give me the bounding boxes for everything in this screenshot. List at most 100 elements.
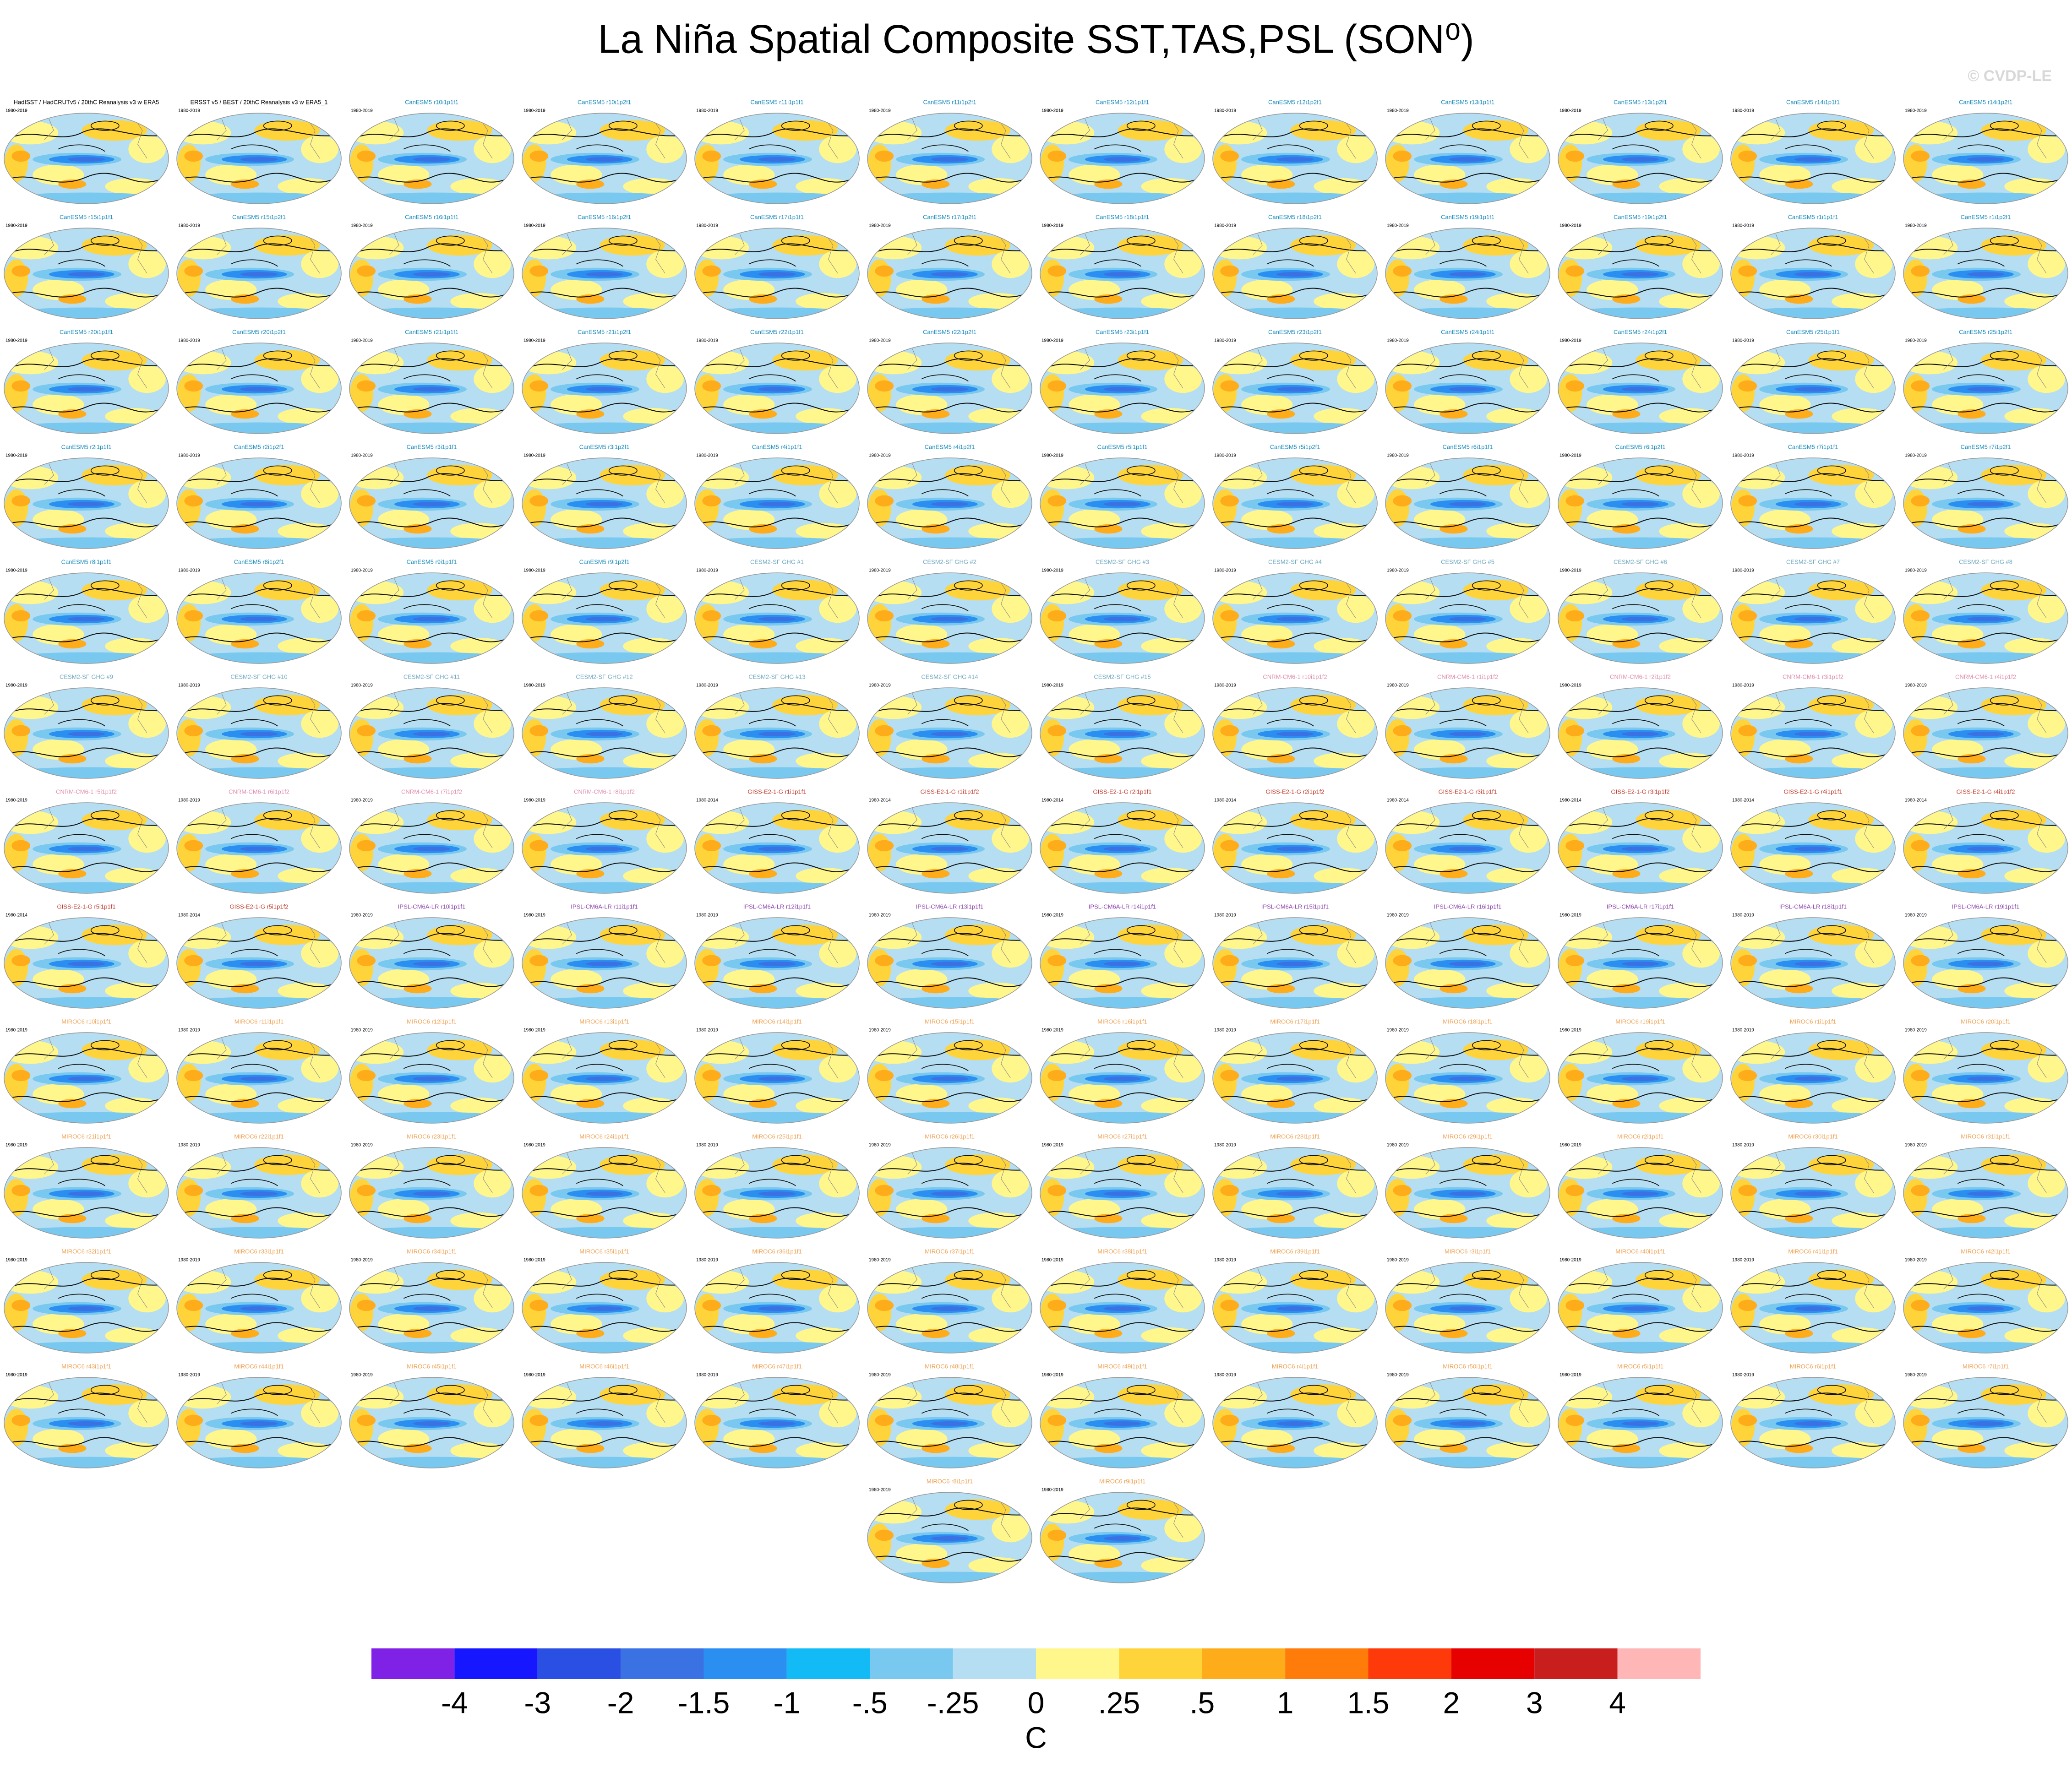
copyright: © CVDP-LE <box>1968 67 2052 85</box>
panel-title: CanESM5 r22i1p2f1 <box>923 328 976 335</box>
panel-title: CanESM5 r9i1p1f1 <box>407 558 457 565</box>
panel-title: IPSL-CM6A-LR r11i1p1f1 <box>571 903 638 910</box>
panel-title: IPSL-CM6A-LR r15i1p1f1 <box>1261 903 1329 910</box>
map <box>1211 1261 1379 1354</box>
map-panel: CanESM5 r23i1p2f1 1980-2019 <box>1211 328 1379 435</box>
map <box>1038 1031 1206 1125</box>
panel-title: IPSL-CM6A-LR r18i1p1f1 <box>1779 903 1847 910</box>
panel-title: CanESM5 r14i1p2f1 <box>1959 98 2012 105</box>
map-panel: MIROC6 r40i1p1f1 1980-2019 <box>1556 1248 1724 1354</box>
panel-years: 1980-2019 <box>1214 1373 1236 1378</box>
panel-years: 1980-2019 <box>5 683 27 688</box>
panel-title: IPSL-CM6A-LR r12i1p1f1 <box>743 903 811 910</box>
map-panel: MIROC6 r47i1p1f1 1980-2019 <box>693 1363 861 1469</box>
map-panel: CanESM5 r18i1p2f1 1980-2019 <box>1211 213 1379 320</box>
panel-years: 1980-2019 <box>1214 913 1236 918</box>
panel-years: 1980-2019 <box>178 568 200 573</box>
map-panel: GISS-E2-1-G r3i1p1f1 1980-2014 <box>1384 788 1552 895</box>
map-panel: MIROC6 r18i1p1f1 1980-2019 <box>1384 1018 1552 1125</box>
map-panel: MIROC6 r16i1p1f1 1980-2019 <box>1038 1018 1206 1125</box>
panel-years: 1980-2019 <box>869 109 891 114</box>
map <box>1556 342 1724 435</box>
panel-title: MIROC6 r21i1p1f1 <box>61 1133 111 1140</box>
map-panel: MIROC6 r22i1p1f1 1980-2019 <box>175 1133 343 1240</box>
map-panel: MIROC6 r5i1p1f1 1980-2019 <box>1556 1363 1724 1469</box>
panel-title: MIROC6 r33i1p1f1 <box>234 1248 284 1255</box>
panel-title: CESM2-SF GHG #1 <box>750 558 804 565</box>
map-panel: CNRM-CM6-1 r10i1p1f2 1980-2019 <box>1211 673 1379 780</box>
map <box>520 1261 688 1354</box>
map <box>1902 1376 2070 1469</box>
panel-title: MIROC6 r7i1p1f1 <box>1963 1363 2009 1370</box>
panel-title: MIROC6 r34i1p1f1 <box>407 1248 456 1255</box>
panel-years: 1980-2019 <box>178 338 200 343</box>
panel-title: MIROC6 r45i1p1f1 <box>407 1363 456 1370</box>
map <box>348 342 516 435</box>
map-panel: IPSL-CM6A-LR r14i1p1f1 1980-2019 <box>1038 903 1206 1010</box>
panel-title: MIROC6 r15i1p1f1 <box>925 1018 974 1025</box>
map <box>693 571 861 665</box>
panel-years: 1980-2019 <box>1559 913 1581 918</box>
panel-years: 1980-2019 <box>178 1028 200 1033</box>
panel-title: CanESM5 r1i1p1f1 <box>1788 213 1838 220</box>
map <box>520 571 688 665</box>
map-panel: MIROC6 r11i1p1f1 1980-2019 <box>175 1018 343 1125</box>
panel-years: 1980-2019 <box>1559 338 1581 343</box>
panel-title: MIROC6 r50i1p1f1 <box>1443 1363 1492 1370</box>
map <box>1211 571 1379 665</box>
map <box>175 571 343 665</box>
map-panel: CESM2-SF GHG #2 1980-2019 <box>866 558 1034 665</box>
panel-years: 1980-2019 <box>351 109 373 114</box>
map <box>1384 1146 1552 1240</box>
map-panel: CanESM5 r11i1p2f1 1980-2019 <box>866 98 1034 205</box>
map <box>693 1261 861 1354</box>
panel-years: 1980-2019 <box>5 1028 27 1033</box>
map <box>1384 1261 1552 1354</box>
map-panel: CanESM5 r12i1p1f1 1980-2019 <box>1038 98 1206 205</box>
map-panel: MIROC6 r28i1p1f1 1980-2019 <box>1211 1133 1379 1240</box>
panel-years: 1980-2019 <box>869 1488 891 1493</box>
map <box>520 227 688 320</box>
map <box>1038 342 1206 435</box>
panel-years: 1980-2019 <box>696 913 718 918</box>
map-panel: MIROC6 r20i1p1f1 1980-2019 <box>1902 1018 2070 1125</box>
panel-years: 1980-2019 <box>1387 568 1409 573</box>
panel-title: CanESM5 r18i1p2f1 <box>1268 213 1322 220</box>
panel-years: 1980-2019 <box>1905 1143 1927 1148</box>
panel-title: MIROC6 r17i1p1f1 <box>1270 1018 1320 1025</box>
panel-title: CESM2-SF GHG #3 <box>1096 558 1149 565</box>
map-panel: MIROC6 r13i1p1f1 1980-2019 <box>520 1018 688 1125</box>
panel-title: HadISST / HadCRUTv5 / 20thC Reanalysis v… <box>14 98 159 105</box>
panel-years: 1980-2019 <box>351 1143 373 1148</box>
panel-years: 1980-2019 <box>1041 568 1063 573</box>
panel-years: 1980-2019 <box>1732 223 1754 228</box>
panel-years: 1980-2019 <box>1732 109 1754 114</box>
panel-years: 1980-2019 <box>1732 453 1754 458</box>
panel-title: CESM2-SF GHG #9 <box>60 673 113 680</box>
panel-years: 1980-2019 <box>523 109 545 114</box>
map-panel: CanESM5 r5i1p1f1 1980-2019 <box>1038 443 1206 550</box>
map <box>866 342 1034 435</box>
panel-title: MIROC6 r2i1p1f1 <box>1617 1133 1663 1140</box>
panel-title: GISS-E2-1-G r1i1p1f2 <box>921 788 979 795</box>
map <box>1729 801 1897 895</box>
panel-title: MIROC6 r13i1p1f1 <box>579 1018 629 1025</box>
map-panel: MIROC6 r30i1p1f1 1980-2019 <box>1729 1133 1897 1240</box>
panel-years: 1980-2019 <box>178 109 200 114</box>
panel-title: CanESM5 r18i1p1f1 <box>1096 213 1149 220</box>
map-panel: CanESM5 r16i1p1f1 1980-2019 <box>348 213 516 320</box>
panel-years: 1980-2019 <box>1732 1028 1754 1033</box>
map-panel: CESM2-SF GHG #13 1980-2019 <box>693 673 861 780</box>
panel-title: CanESM5 r8i1p2f1 <box>234 558 284 565</box>
map <box>348 916 516 1010</box>
panel-years: 1980-2019 <box>351 338 373 343</box>
panel-title: CanESM5 r6i1p2f1 <box>1615 443 1666 450</box>
map-panel: CanESM5 r8i1p1f1 1980-2019 <box>2 558 170 665</box>
panel-title: MIROC6 r3i1p1f1 <box>1445 1248 1491 1255</box>
panel-years: 1980-2019 <box>1905 223 1927 228</box>
panel-years: 1980-2019 <box>351 683 373 688</box>
colorbar-box <box>870 1648 953 1679</box>
panel-years: 1980-2019 <box>696 1258 718 1263</box>
